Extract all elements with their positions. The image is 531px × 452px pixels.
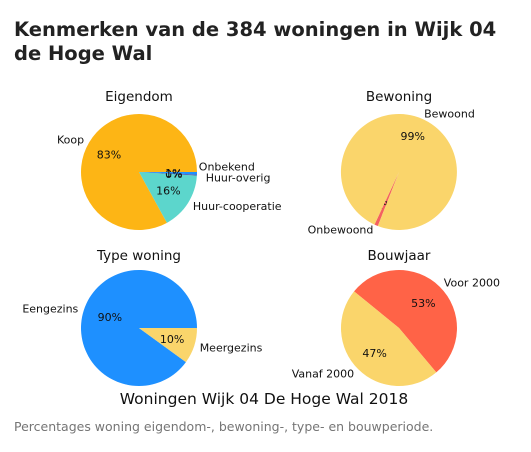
- pie-title: Bewoning: [366, 89, 432, 105]
- pie-pct-label: 83%: [97, 148, 121, 161]
- pie-category-label: Huur-overig: [206, 171, 271, 184]
- pie-category-label: Huur-cooperatie: [193, 200, 282, 213]
- pie-pct-label: 1%: [165, 167, 182, 180]
- figure-caption: Percentages woning eigendom-, bewoning-,…: [14, 419, 434, 434]
- pie-category-label: Onbekend: [199, 160, 255, 173]
- pie-category-label: Vanaf 2000: [292, 367, 355, 380]
- pie-slice-onbekend: [139, 172, 197, 175]
- pie-category-label: Koop: [57, 134, 84, 147]
- page-title: Kenmerken van de 384 woningen in Wijk 04…: [14, 18, 497, 65]
- pie-chart-eigendom: Eigendom 83% Koop 16% Huur-cooperatie 0% Huur-…: [57, 89, 282, 231]
- pie-category-label: Bewoond: [424, 107, 475, 120]
- pie-slice-huur-overig: [139, 172, 197, 176]
- pie-pct-label: 53%: [411, 297, 435, 310]
- pie-slice-huur-cooperatie: [139, 172, 197, 223]
- pie-category-label: Meergezins: [200, 342, 263, 355]
- pie-slice-onbewoond: [374, 172, 399, 226]
- pie-category-label: Eengezins: [22, 302, 78, 315]
- pie-slice-vanaf-2000: [340, 291, 437, 387]
- figure-suptitle: Woningen Wijk 04 De Hoge Wal 2018: [120, 390, 408, 408]
- pie-pct-label: 16%: [156, 185, 180, 198]
- pie-pct-label: 10%: [160, 333, 184, 346]
- pie-slice-koop: [81, 114, 197, 231]
- pie-chart-bouwjaar: Bouwjaar 53% Voor 2000 47% Vanaf 2000: [292, 248, 500, 387]
- pie-pct-label: 99%: [400, 130, 424, 143]
- pie-title: Eigendom: [105, 89, 173, 105]
- pie-slice-bewoond: [340, 113, 457, 230]
- pie-slice-eengezins: [80, 269, 197, 386]
- pie-title: Bouwjaar: [368, 248, 431, 264]
- pie-category-label: Onbewoond: [308, 224, 374, 237]
- pie-chart-type-woning: Type woning 90% Eengezins 10% Meergezins: [22, 248, 263, 386]
- pie-pct-label: 47%: [362, 347, 386, 360]
- pie-title: Type woning: [96, 248, 181, 264]
- pie-slice-meergezins: [139, 328, 197, 363]
- pie-slice-voor-2000: [354, 270, 457, 373]
- pie-pct-label: 0%: [165, 168, 182, 181]
- pie-category-label: Voor 2000: [444, 277, 500, 290]
- pie-pct-label: 90%: [98, 311, 122, 324]
